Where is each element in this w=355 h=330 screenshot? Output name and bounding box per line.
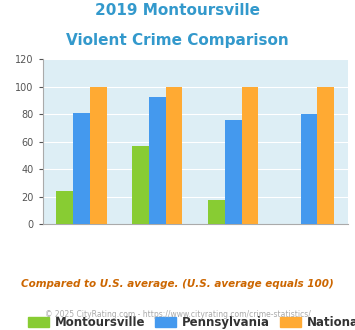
Bar [90,87,106,224]
Bar [166,87,182,224]
Legend: Montoursville, Pennsylvania, National: Montoursville, Pennsylvania, National [28,316,355,329]
Bar [241,87,258,224]
Bar [225,120,241,224]
Text: Violent Crime Comparison: Violent Crime Comparison [66,33,289,48]
Bar [149,96,166,224]
Text: © 2025 CityRating.com - https://www.cityrating.com/crime-statistics/: © 2025 CityRating.com - https://www.city… [45,310,310,319]
Bar [56,191,73,224]
Text: Compared to U.S. average. (U.S. average equals 100): Compared to U.S. average. (U.S. average … [21,279,334,289]
Bar [208,200,225,224]
Bar [317,87,334,224]
Bar [132,146,149,224]
Text: 2019 Montoursville: 2019 Montoursville [95,3,260,18]
Bar [73,113,90,224]
Bar [301,115,317,224]
